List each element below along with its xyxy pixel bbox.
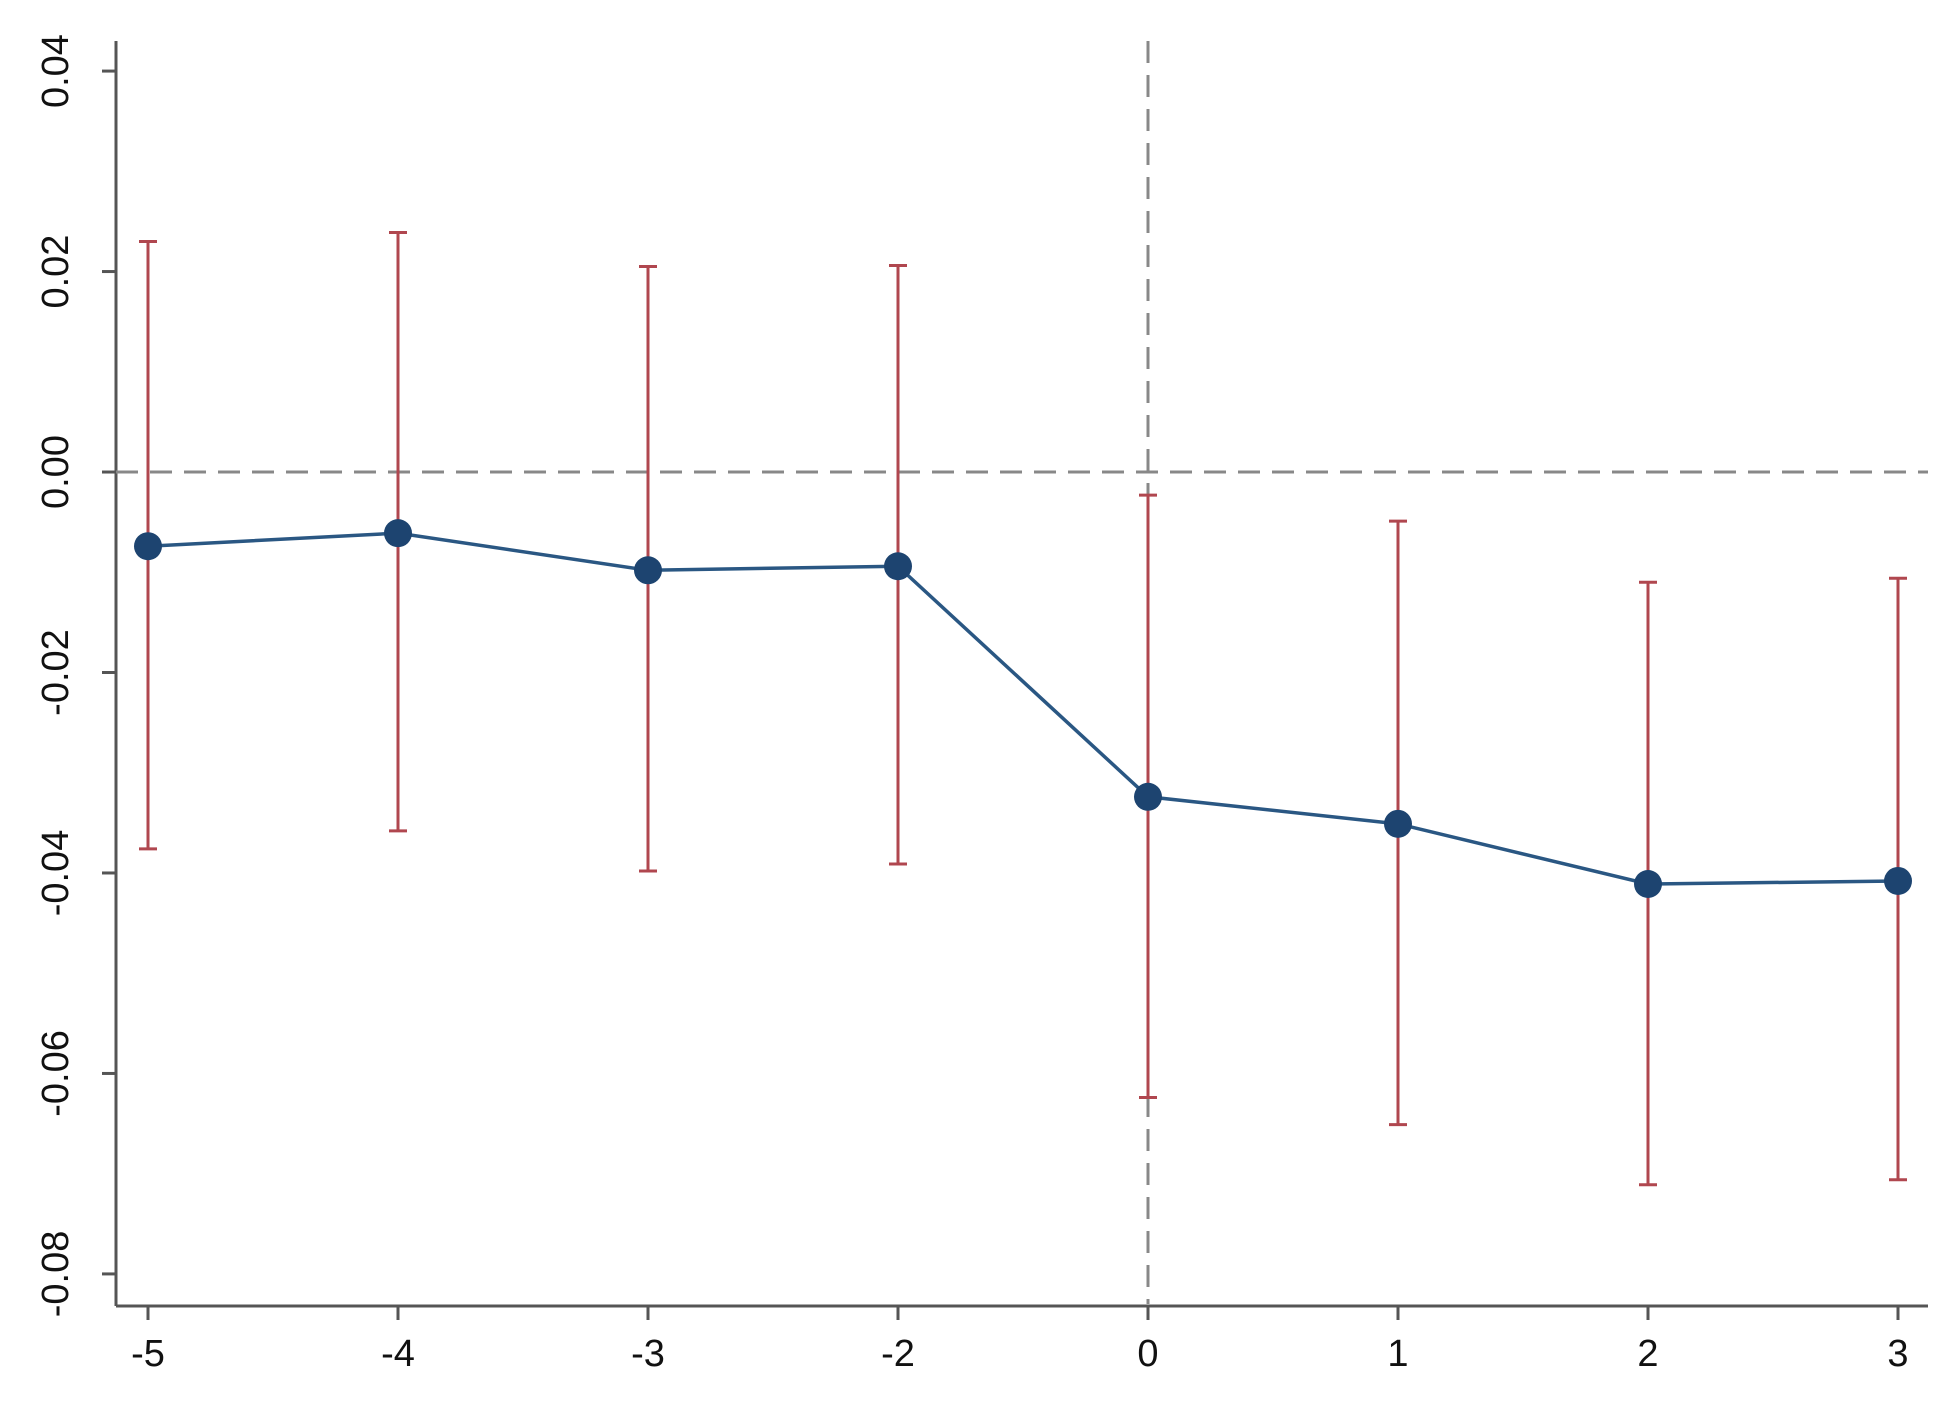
point: [384, 519, 412, 548]
x-tick-label: 0: [1137, 1333, 1158, 1375]
x-tick-label: -3: [631, 1333, 665, 1375]
y-tick-label: -0.04: [35, 830, 77, 917]
x-tick-label: 1: [1387, 1333, 1408, 1375]
point: [1384, 809, 1412, 838]
point: [1634, 870, 1662, 899]
line: [147, 531, 1899, 886]
point: [634, 556, 662, 585]
x-tick-label: 3: [1887, 1333, 1908, 1375]
point: [1134, 782, 1162, 811]
y-tick-label: -0.06: [35, 1030, 77, 1117]
x-tick-label: -5: [131, 1333, 165, 1375]
x-tick-label: -2: [881, 1333, 915, 1375]
x-tick-label: -4: [381, 1333, 415, 1375]
y-tick-label: 0.00: [35, 435, 77, 509]
y-tick-label: 0.04: [35, 34, 77, 108]
y-tick-label: -0.02: [35, 629, 77, 716]
x-tick-label: 2: [1637, 1333, 1658, 1375]
y-tick-label: 0.02: [35, 235, 77, 309]
point: [884, 552, 912, 581]
point: [134, 532, 162, 561]
point: [1884, 866, 1912, 895]
y-tick-label: -0.08: [35, 1231, 77, 1318]
